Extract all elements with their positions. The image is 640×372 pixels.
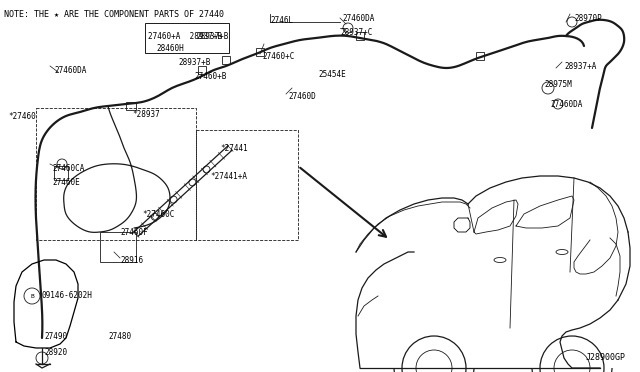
Text: 27460E: 27460E [52,178,80,187]
FancyBboxPatch shape [145,23,229,53]
Text: 28937+B: 28937+B [178,58,211,67]
Text: 28975M: 28975M [544,80,572,89]
Bar [54,166,68,180]
Text: 27490: 27490 [44,332,67,341]
Text: NOTE: THE ★ ARE THE COMPONENT PARTS OF 27440: NOTE: THE ★ ARE THE COMPONENT PARTS OF 2… [4,10,224,19]
Text: 28460H: 28460H [156,44,184,53]
Text: 2746L: 2746L [270,16,293,25]
Bar [256,48,264,56]
Text: 09146-6202H: 09146-6202H [42,292,93,301]
Text: 27460DA: 27460DA [342,14,374,23]
Text: 27460+A  28937+B: 27460+A 28937+B [148,32,222,41]
Bar [126,102,136,110]
Text: *28937: *28937 [132,110,160,119]
Text: 28937+C: 28937+C [340,28,372,37]
Text: *27441: *27441 [220,144,248,153]
Text: 28920: 28920 [44,348,67,357]
Bar [356,32,364,40]
Text: 27460F: 27460F [120,228,148,237]
Bar [476,52,484,60]
Bar [222,56,230,64]
Text: 28937+A: 28937+A [564,62,596,71]
Bar [100,232,136,262]
Text: 28937+B: 28937+B [196,32,228,41]
Text: 28916: 28916 [120,256,143,265]
Text: 27460+B: 27460+B [194,72,227,81]
Text: 28970P: 28970P [574,14,602,23]
Text: 27460CA: 27460CA [52,164,84,173]
Text: *27460C: *27460C [142,210,174,219]
Text: *27460: *27460 [8,112,36,121]
Text: 27480: 27480 [108,332,131,341]
Bar [198,66,206,74]
Text: 27460+C: 27460+C [262,52,294,61]
Text: 27460D: 27460D [288,92,316,101]
Text: 25454E: 25454E [318,70,346,79]
Text: 27460DA: 27460DA [550,100,582,109]
Text: 27460DA: 27460DA [54,66,86,75]
Text: J28900GP: J28900GP [586,353,626,362]
Text: *27441+A: *27441+A [210,172,247,181]
Text: B: B [30,294,34,298]
